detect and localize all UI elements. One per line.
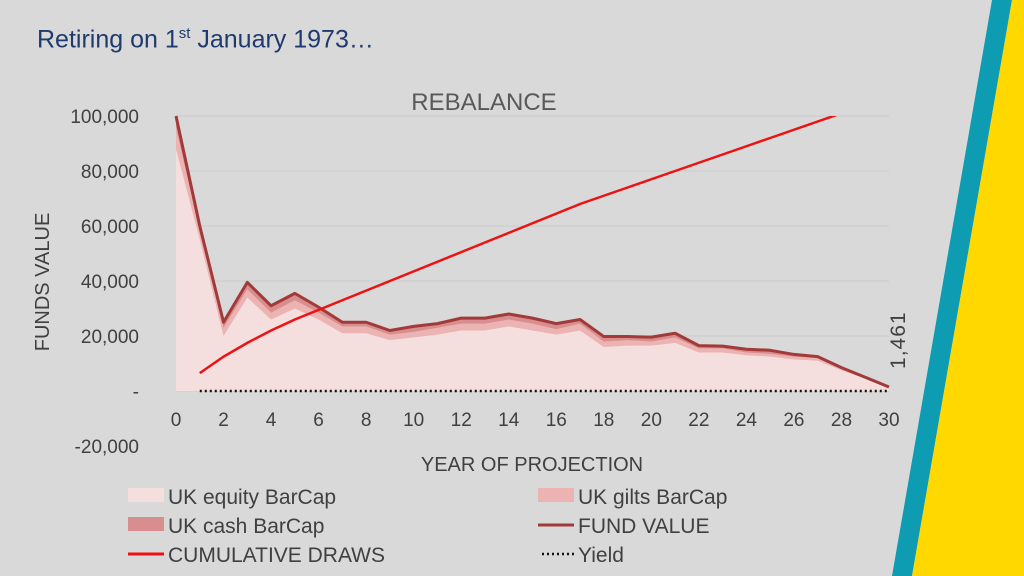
data-label-final-value: 1,461: [887, 311, 910, 369]
chart-title: REBALANCE: [411, 89, 556, 116]
y-tick-label: 60,000: [81, 217, 139, 238]
x-tick-label: 6: [313, 410, 324, 431]
x-tick-label: 30: [878, 410, 899, 431]
legend-uk-gilts: UK gilts BarCap: [538, 486, 727, 509]
y-tick-label: 80,000: [81, 162, 139, 183]
x-tick-label: 24: [736, 410, 758, 431]
legend-label: CUMULATIVE DRAWS: [168, 544, 385, 567]
x-axis-label: YEAR OF PROJECTION: [421, 454, 643, 476]
y-tick-label: -20,000: [75, 437, 139, 458]
x-tick-label: 10: [403, 410, 424, 431]
legend-cumulative-draws: CUMULATIVE DRAWS: [128, 544, 385, 567]
x-tick-label: 4: [266, 410, 277, 431]
x-tick-label: 22: [688, 410, 709, 431]
legend-label: UK equity BarCap: [168, 486, 336, 509]
area-series: [176, 116, 889, 391]
legend-yield: Yield: [542, 544, 624, 567]
legend-swatch: [128, 517, 164, 531]
line-series: [174, 115, 890, 393]
x-tick-label: 28: [831, 410, 852, 431]
legend-label: Yield: [578, 544, 624, 567]
x-tick-label: 0: [171, 410, 182, 431]
x-tick-label: 16: [546, 410, 567, 431]
y-tick-label: 40,000: [81, 272, 139, 293]
legend-uk-equity: UK equity BarCap: [128, 486, 336, 509]
slide-title: Retiring on 1st January 1973…: [37, 25, 374, 54]
legend-label: UK cash BarCap: [168, 515, 324, 538]
x-tick-label: 18: [593, 410, 614, 431]
y-tick-label: -: [133, 382, 139, 403]
x-tick-label: 20: [641, 410, 662, 431]
title-text: Retiring on 1: [37, 25, 179, 54]
x-tick-label: 26: [783, 410, 804, 431]
annotations: 1,461: [887, 311, 910, 369]
y-axis-label: FUNDS VALUE: [32, 213, 54, 352]
title-superscript: st: [178, 25, 191, 42]
x-axis: 0 2 4 6 8 10 12 14 16 18 20 22 24 26 28 30: [171, 410, 900, 431]
x-tick-label: 8: [361, 410, 372, 431]
legend-fund-value: FUND VALUE: [538, 515, 709, 538]
title-text-rest: January 1973…: [190, 25, 374, 54]
cumulative-draws-line: [199, 116, 838, 375]
legend: UK equity BarCap UK gilts BarCap UK cash B…: [128, 486, 727, 567]
legend-swatch: [128, 488, 164, 502]
area-uk-equity: [176, 149, 889, 391]
x-tick-label: 2: [218, 410, 229, 431]
legend-label: UK gilts BarCap: [578, 486, 727, 509]
legend-swatch: [538, 488, 574, 502]
fund-value-line: [174, 115, 890, 389]
legend-uk-cash: UK cash BarCap: [128, 515, 324, 538]
x-tick-label: 12: [451, 410, 472, 431]
y-tick-label: 100,000: [70, 107, 139, 128]
teal-stripe: [892, 0, 1012, 576]
yellow-stripe: [912, 0, 1024, 576]
y-tick-label: 20,000: [81, 327, 139, 348]
x-tick-label: 14: [498, 410, 520, 431]
legend-label: FUND VALUE: [578, 515, 709, 538]
